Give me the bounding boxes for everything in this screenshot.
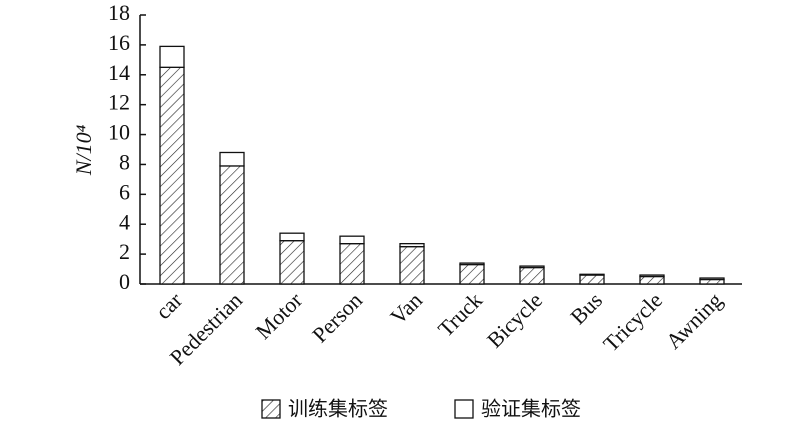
y-tick-label: 14 bbox=[108, 60, 130, 85]
bar-segment bbox=[579, 273, 605, 276]
bar-segment bbox=[399, 245, 425, 285]
y-tick-label: 10 bbox=[108, 120, 130, 145]
bar-segment bbox=[339, 242, 365, 285]
bar-segment bbox=[339, 235, 365, 245]
bar-segment bbox=[519, 265, 545, 269]
bar-segment bbox=[159, 66, 185, 285]
x-tick-label: Awning bbox=[661, 287, 727, 353]
x-tick-label: Motor bbox=[251, 287, 308, 344]
x-tick-label: Person bbox=[307, 287, 367, 347]
y-axis-label: N/10⁴ bbox=[71, 124, 96, 176]
bar-segment bbox=[699, 277, 725, 281]
bar-segment bbox=[699, 278, 725, 285]
x-tick-label: car bbox=[150, 287, 187, 324]
x-tick-label: Tricycle bbox=[598, 287, 667, 356]
x-tick-label: Bus bbox=[565, 287, 607, 329]
x-tick-label: Van bbox=[385, 287, 427, 329]
bar-segment bbox=[639, 274, 665, 278]
bar-segment bbox=[279, 232, 305, 242]
legend-label: 验证集标签 bbox=[481, 397, 581, 421]
bar-segment bbox=[639, 275, 665, 285]
y-tick-label: 18 bbox=[108, 0, 130, 25]
y-tick-label: 12 bbox=[108, 90, 130, 115]
x-tick-label: Bicycle bbox=[482, 287, 547, 352]
bar-segment bbox=[519, 266, 545, 285]
y-tick-label: 6 bbox=[119, 179, 130, 204]
legend-label: 训练集标签 bbox=[288, 397, 388, 421]
bar-segment bbox=[219, 151, 245, 167]
legend-swatch bbox=[454, 399, 474, 419]
bar-segment bbox=[399, 242, 425, 248]
y-tick-label: 4 bbox=[119, 209, 130, 234]
y-tick-label: 8 bbox=[119, 149, 130, 174]
x-tick-label: Truck bbox=[433, 287, 487, 341]
legend-swatch bbox=[261, 399, 281, 419]
y-tick-label: 16 bbox=[108, 30, 130, 55]
bar-segment bbox=[579, 274, 605, 285]
y-tick-label: 2 bbox=[119, 239, 130, 264]
bar-segment bbox=[219, 165, 245, 285]
y-tick-label: 0 bbox=[119, 269, 130, 294]
bar-segment bbox=[279, 240, 305, 285]
bar-segment bbox=[459, 263, 485, 285]
bar-segment bbox=[159, 45, 185, 68]
bar-segment bbox=[459, 262, 485, 266]
